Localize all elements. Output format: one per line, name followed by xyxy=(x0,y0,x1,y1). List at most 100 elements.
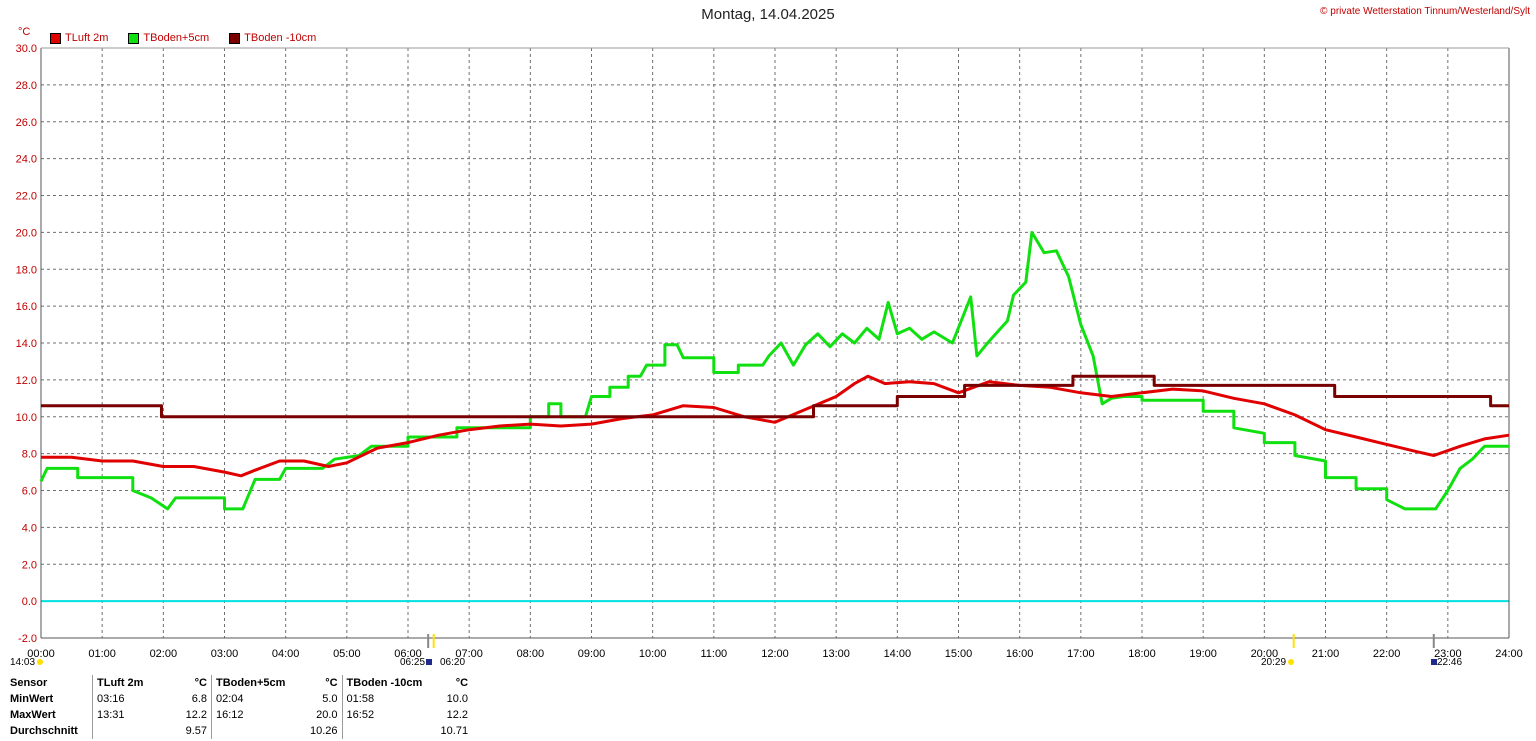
stats-header-tboden5: TBoden+5cm xyxy=(211,675,306,691)
moon-icon xyxy=(1431,659,1437,666)
series-line-tboden5 xyxy=(39,230,1509,511)
moon-icon xyxy=(426,659,433,666)
y-tick-label: 4.0 xyxy=(22,522,37,534)
x-tick-label: 00:00 xyxy=(27,648,55,660)
stats-cell-time: 13:31 xyxy=(92,707,181,723)
stats-cell-value: 10.0 xyxy=(446,693,469,705)
sunrise-time: 06:25 xyxy=(400,657,426,668)
y-tick-label: 16.0 xyxy=(16,301,37,313)
y-tick-label: 2.0 xyxy=(22,559,37,571)
stats-header-sensor: Sensor xyxy=(10,677,48,689)
sunset-event: 20:29 xyxy=(1261,657,1295,668)
y-tick-label: 12.0 xyxy=(16,375,37,387)
legend-label-tboden5: TBoden+5cm xyxy=(143,32,210,44)
legend-item-tluft: TLuft 2m xyxy=(50,32,108,44)
y-tick-label: 30.0 xyxy=(16,43,37,55)
moonset-time: 06:20 xyxy=(440,657,466,668)
stats-row-max: MaxWert 13:31 12.2 16:12 20.0 16:52 12.2 xyxy=(6,707,472,723)
stats-row-label: MaxWert xyxy=(10,709,56,721)
stats-cell-time: 16:52 xyxy=(341,707,437,723)
stats-cell-value: 10.71 xyxy=(440,725,469,737)
stats-cell-time: 01:58 xyxy=(341,691,437,707)
x-tick-label: 18:00 xyxy=(1128,648,1156,660)
chart-title: Montag, 14.04.2025 xyxy=(701,6,835,23)
stats-header-row: Sensor TLuft 2m °C TBoden+5cm °C TBoden … xyxy=(6,675,472,691)
legend-item-tboden5: TBoden+5cm xyxy=(128,32,209,44)
stats-header-unit: °C xyxy=(194,677,207,689)
stats-cell-time xyxy=(211,723,306,739)
y-tick-label: 8.0 xyxy=(22,449,37,461)
moonrise-event: 22:46 xyxy=(1430,657,1462,668)
x-tick-label: 13:00 xyxy=(822,648,850,660)
x-tick-label: 24:00 xyxy=(1495,648,1523,660)
stats-cell-value: 5.0 xyxy=(322,693,338,705)
x-tick-label: 05:00 xyxy=(333,648,361,660)
x-tick-label: 20:00 xyxy=(1251,648,1279,660)
y-tick-label: 22.0 xyxy=(16,191,37,203)
x-tick-label: 03:00 xyxy=(211,648,239,660)
copyright-note: © private Wetterstation Tinnum/Westerlan… xyxy=(1320,6,1530,17)
stats-cell-time: 03:16 xyxy=(92,691,181,707)
legend-label-tluft: TLuft 2m xyxy=(65,32,109,44)
x-tick-label: 02:00 xyxy=(150,648,178,660)
y-unit-label: °C xyxy=(18,26,31,38)
sun-icon xyxy=(1288,659,1295,666)
stats-header-tluft: TLuft 2m xyxy=(92,675,181,691)
x-tick-label: 14:00 xyxy=(884,648,912,660)
y-tick-label: 24.0 xyxy=(16,154,37,166)
x-tick-label: 23:00 xyxy=(1434,648,1462,660)
stats-cell-value: 12.2 xyxy=(185,709,207,721)
stats-cell-time: 02:04 xyxy=(211,691,306,707)
sunrise-prev-event: 14:03 xyxy=(10,657,44,668)
legend-label-tboden10: TBoden -10cm xyxy=(244,32,317,44)
y-tick-label: 20.0 xyxy=(16,227,37,239)
stats-header-unit: °C xyxy=(325,677,338,689)
stats-row-min: MinWert 03:16 6.8 02:04 5.0 01:58 10.0 xyxy=(6,691,472,707)
stats-cell-value: 20.0 xyxy=(316,709,338,721)
x-tick-label: 22:00 xyxy=(1373,648,1401,660)
sunset-time: 20:29 xyxy=(1261,657,1287,668)
moonset-event: 06:20 xyxy=(440,657,465,668)
legend-item-tboden10: TBoden -10cm xyxy=(229,32,316,44)
stats-header-unit: °C xyxy=(455,677,469,689)
y-tick-label: 6.0 xyxy=(22,486,37,498)
x-tick-label: 01:00 xyxy=(88,648,116,660)
stats-cell-value: 9.57 xyxy=(185,725,207,737)
x-tick-label: 15:00 xyxy=(945,648,973,660)
y-tick-label: 14.0 xyxy=(16,338,37,350)
x-tick-label: 21:00 xyxy=(1312,648,1340,660)
stats-row-label: Durchschnitt xyxy=(10,725,78,737)
y-tick-label: 28.0 xyxy=(16,80,37,92)
x-tick-label: 16:00 xyxy=(1006,648,1034,660)
y-tick-label: -2.0 xyxy=(18,633,37,645)
x-tick-label: 08:00 xyxy=(517,648,545,660)
sun-icon xyxy=(37,659,44,666)
stats-row-avg: Durchschnitt 9.57 10.26 10.71 xyxy=(6,723,472,739)
moonrise-time: 22:46 xyxy=(1437,657,1463,668)
x-tick-label: 12:00 xyxy=(761,648,789,660)
y-tick-label: 18.0 xyxy=(16,264,37,276)
legend-swatch-tboden5 xyxy=(128,32,140,44)
x-tick-label: 04:00 xyxy=(272,648,300,660)
stats-cell-time xyxy=(341,723,437,739)
x-tick-label: 19:00 xyxy=(1189,648,1217,660)
x-tick-label: 09:00 xyxy=(578,648,606,660)
y-tick-label: 26.0 xyxy=(16,117,37,129)
stats-cell-value: 6.8 xyxy=(191,693,207,705)
sunrise-event: 06:25 xyxy=(400,657,433,668)
sunrise-prev-time: 14:03 xyxy=(10,657,36,668)
stats-row-label: MinWert xyxy=(10,693,54,705)
x-tick-label: 10:00 xyxy=(639,648,667,660)
x-tick-label: 17:00 xyxy=(1067,648,1095,660)
stats-table: Sensor TLuft 2m °C TBoden+5cm °C TBoden … xyxy=(6,675,472,739)
series-line-tboden10 xyxy=(41,374,1509,419)
x-tick-label: 07:00 xyxy=(455,648,483,660)
y-tick-label: 0.0 xyxy=(22,596,37,608)
stats-cell-time: 16:12 xyxy=(211,707,306,723)
legend-swatch-tboden10 xyxy=(229,32,241,44)
stats-header-tboden10: TBoden -10cm xyxy=(341,675,437,691)
stats-cell-time xyxy=(92,723,181,739)
stats-cell-value: 10.26 xyxy=(310,725,338,737)
legend: TLuft 2m TBoden+5cm TBoden -10cm xyxy=(50,32,316,44)
